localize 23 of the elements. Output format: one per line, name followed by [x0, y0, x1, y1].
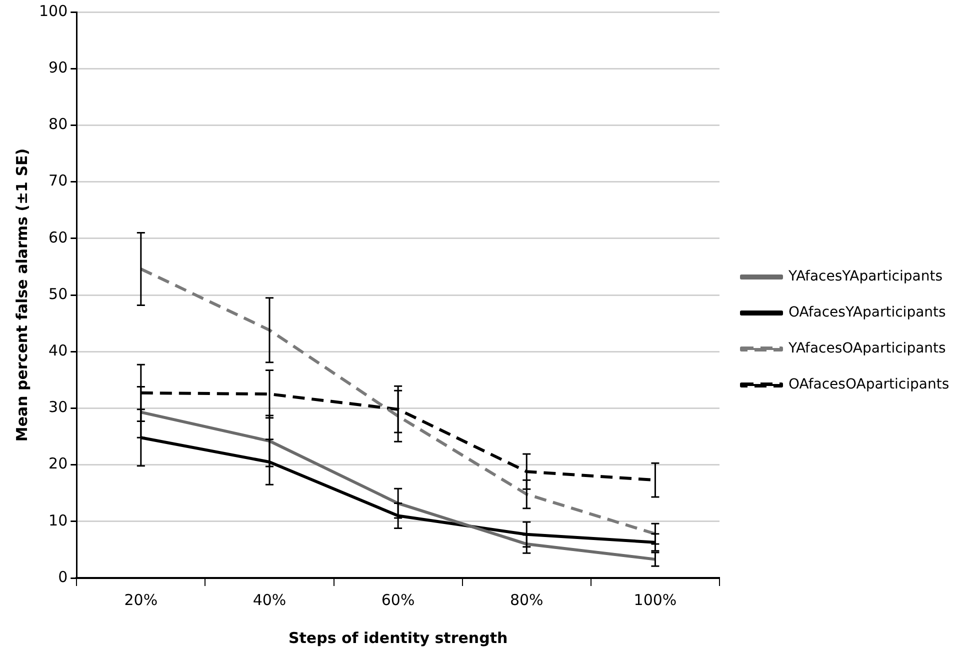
x-tick-label: 80%: [510, 590, 544, 609]
y-tick-label: 60: [48, 228, 68, 246]
y-tick-label: 80: [48, 115, 68, 134]
y-tick-label: 40: [48, 341, 68, 360]
legend-label: YAfacesYAparticipants: [788, 268, 943, 285]
x-axis-title: Steps of identity strength: [288, 628, 508, 647]
legend-label: OAfacesYAparticipants: [788, 304, 946, 321]
x-tick-label: 20%: [124, 590, 158, 609]
x-tick-label: 40%: [252, 590, 286, 609]
y-tick-label: 30: [48, 398, 68, 416]
x-tick-label: 60%: [381, 590, 415, 609]
line-series: [139, 267, 657, 536]
legend-label: OAfacesOAparticipants: [788, 376, 950, 393]
legend-label: YAfacesOAparticipants: [788, 340, 946, 357]
y-tick-label: 100: [38, 2, 68, 20]
y-axis-title: Mean percent false alarms (±1 SE): [12, 148, 31, 442]
y-tick-label: 90: [48, 58, 68, 76]
x-tick-label: 100%: [634, 590, 677, 609]
y-tick-label: 20: [48, 454, 68, 473]
y-tick-label: 70: [48, 172, 68, 190]
y-tick-label: 0: [58, 568, 68, 586]
y-tick-label: 50: [48, 284, 68, 303]
y-tick-label: 10: [48, 511, 68, 530]
